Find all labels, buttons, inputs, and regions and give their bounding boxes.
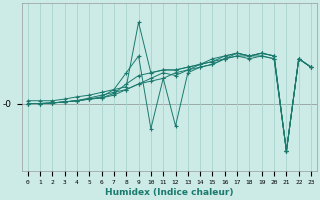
X-axis label: Humidex (Indice chaleur): Humidex (Indice chaleur): [105, 188, 234, 197]
